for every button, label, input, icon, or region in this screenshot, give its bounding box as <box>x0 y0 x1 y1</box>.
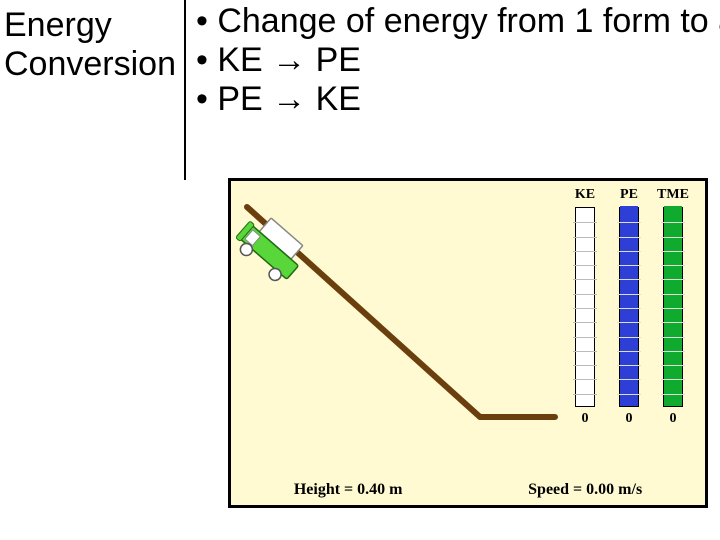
bullet-list: • Change of energy from 1 form to anothe… <box>196 2 720 119</box>
bar-ke: KE 0 <box>567 187 603 427</box>
bar-pe: PE 0 <box>611 187 647 427</box>
energy-figure: KE 0 PE 0 TME 0 Height = 0.40 m Speed = … <box>228 178 708 508</box>
bullet-glyph: • <box>196 80 208 118</box>
bar-tme-label: TME <box>655 187 691 203</box>
ramp-diagram <box>235 189 565 459</box>
bar-pe-label: PE <box>611 187 647 203</box>
bullet-3-left: PE <box>217 80 262 118</box>
bar-ke-label: KE <box>567 187 603 203</box>
readouts: Height = 0.40 m Speed = 0.00 m/s <box>231 481 705 499</box>
bullet-glyph: • <box>196 2 208 40</box>
bullet-2: • KE → PE <box>196 41 720 80</box>
bar-tme-outline <box>663 207 683 407</box>
bar-tme-zero: 0 <box>655 411 691 427</box>
bullet-glyph: • <box>196 41 208 79</box>
arrow-icon: → <box>272 80 306 118</box>
left-column: Energy Conversion <box>0 0 186 180</box>
bullet-1-text: Change of energy from 1 form to another <box>217 2 720 40</box>
page-title-line2: Conversion <box>4 45 176 84</box>
bar-pe-outline <box>619 207 639 407</box>
energy-bars: KE 0 PE 0 TME 0 <box>567 187 697 457</box>
bar-ke-zero: 0 <box>567 411 603 427</box>
bullet-2-left: KE <box>217 41 262 79</box>
height-readout: Height = 0.40 m <box>294 481 403 499</box>
bar-ke-outline <box>575 207 595 407</box>
bar-tme: TME 0 <box>655 187 691 427</box>
page-title-line1: Energy <box>4 6 176 45</box>
speed-readout: Speed = 0.00 m/s <box>528 481 642 499</box>
bar-pe-zero: 0 <box>611 411 647 427</box>
bullet-3: • PE → KE <box>196 80 720 119</box>
bullet-3-right: KE <box>316 80 361 118</box>
bullet-1: • Change of energy from 1 form to anothe… <box>196 2 720 41</box>
arrow-icon: → <box>272 41 306 79</box>
bullet-2-right: PE <box>316 41 361 79</box>
